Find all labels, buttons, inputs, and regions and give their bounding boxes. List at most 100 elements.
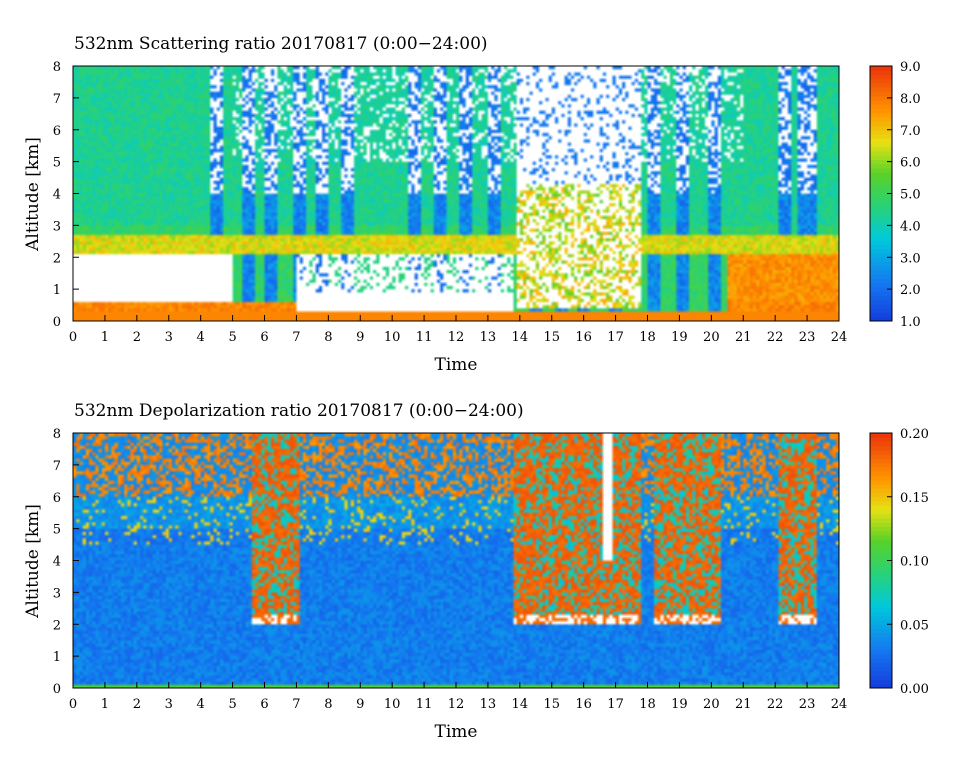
x-tick-label: 22 xyxy=(767,697,784,712)
colorbar-swatch xyxy=(870,193,892,199)
colorbar-tick-label: 6.0 xyxy=(900,156,921,171)
colorbar-swatch xyxy=(870,78,892,84)
y-tick-label: 3 xyxy=(53,219,61,234)
colorbar-swatch xyxy=(870,632,892,638)
colorbar-swatch xyxy=(870,74,892,80)
colorbar-swatch xyxy=(870,586,892,591)
x-tick-label: 8 xyxy=(324,697,332,712)
colorbar-swatch xyxy=(870,231,892,237)
colorbar-swatch xyxy=(870,577,892,583)
colorbar-swatch xyxy=(870,484,892,489)
colorbar-tick-label: 2.0 xyxy=(900,283,921,298)
colorbar-swatch xyxy=(870,564,892,570)
x-tick-label: 17 xyxy=(607,697,624,712)
colorbar-swatch xyxy=(870,282,892,288)
colorbar-swatch xyxy=(870,645,892,651)
y-axis-label: Altitude [km] xyxy=(23,137,43,252)
y-tick-label: 0 xyxy=(53,682,61,697)
colorbar-swatch xyxy=(870,112,892,118)
x-tick-label: 4 xyxy=(197,330,205,345)
colorbar-swatch xyxy=(870,615,892,621)
colorbar-tick-label: 1.0 xyxy=(900,315,921,330)
x-tick-label: 17 xyxy=(607,330,624,345)
colorbar-swatch xyxy=(870,658,892,663)
x-tick-label: 19 xyxy=(671,330,688,345)
colorbar-swatch xyxy=(870,492,892,498)
colorbar-swatch xyxy=(870,206,892,211)
colorbar-swatch xyxy=(870,197,892,203)
colorbar-swatch xyxy=(870,138,892,143)
heatmap-field xyxy=(73,433,839,688)
colorbar-swatch xyxy=(870,624,892,629)
colorbar-swatch xyxy=(870,505,892,510)
colorbar-swatch xyxy=(870,219,892,224)
colorbar-swatch xyxy=(870,462,892,468)
colorbar-swatch xyxy=(870,611,892,617)
y-tick-label: 5 xyxy=(53,523,61,538)
x-tick-label: 2 xyxy=(133,697,141,712)
colorbar-swatch xyxy=(870,666,892,672)
colorbar-tick-label: 0.15 xyxy=(900,491,929,506)
colorbar-swatch xyxy=(870,304,892,309)
colorbar-swatch xyxy=(870,662,892,668)
scattering-ratio-panel: 532nm Scattering ratio 20170817 (0:00−24… xyxy=(23,34,921,375)
colorbar-swatch xyxy=(870,683,892,689)
colorbar-swatch xyxy=(870,649,892,655)
colorbar-tick-label: 8.0 xyxy=(900,92,921,107)
colorbar-swatch xyxy=(870,295,892,301)
x-tick-label: 21 xyxy=(735,330,752,345)
colorbar-tick-label: 0.05 xyxy=(900,618,929,633)
colorbar-swatch xyxy=(870,210,892,216)
colorbar-swatch xyxy=(870,172,892,177)
x-tick-label: 8 xyxy=(324,330,332,345)
colorbar-swatch xyxy=(870,316,892,322)
colorbar-swatch xyxy=(870,594,892,600)
colorbar-swatch xyxy=(870,155,892,160)
x-tick-label: 3 xyxy=(165,330,173,345)
colorbar-swatch xyxy=(870,202,892,207)
x-tick-label: 11 xyxy=(416,697,433,712)
y-tick-label: 7 xyxy=(53,92,61,107)
colorbar-swatch xyxy=(870,95,892,101)
colorbar-swatch xyxy=(870,522,892,527)
colorbar-swatch xyxy=(870,168,892,173)
x-tick-label: 5 xyxy=(228,697,236,712)
x-tick-label: 18 xyxy=(639,697,656,712)
colorbar-swatch xyxy=(870,214,892,220)
colorbar-swatch xyxy=(870,471,892,476)
colorbar-swatch xyxy=(870,87,892,92)
colorbar-swatch xyxy=(870,274,892,279)
colorbar-swatch xyxy=(870,125,892,131)
x-tick-label: 2 xyxy=(133,330,141,345)
colorbar-swatch xyxy=(870,679,892,685)
colorbar-tick-label: 0.10 xyxy=(900,555,929,570)
colorbar-swatch xyxy=(870,450,892,455)
depolarization-ratio-panel: 532nm Depolarization ratio 20170817 (0:0… xyxy=(23,401,929,742)
colorbar-swatch xyxy=(870,189,892,194)
colorbar-swatch xyxy=(870,581,892,587)
x-tick-label: 14 xyxy=(512,697,529,712)
colorbar-swatch xyxy=(870,70,892,75)
y-tick-label: 0 xyxy=(53,315,61,330)
colorbar-swatch xyxy=(870,299,892,305)
x-tick-label: 6 xyxy=(260,330,268,345)
colorbar-swatch xyxy=(870,433,892,438)
colorbar-swatch xyxy=(870,620,892,625)
colorbar-swatch xyxy=(870,675,892,680)
x-tick-label: 15 xyxy=(543,330,560,345)
x-tick-label: 19 xyxy=(671,697,688,712)
colorbar-swatch xyxy=(870,479,892,485)
colorbar-swatch xyxy=(870,556,892,561)
colorbar-swatch xyxy=(870,560,892,566)
colorbar-tick-label: 4.0 xyxy=(900,219,921,234)
x-tick-label: 16 xyxy=(575,330,592,345)
colorbar-swatch xyxy=(870,441,892,447)
x-tick-label: 20 xyxy=(703,697,720,712)
colorbar-swatch xyxy=(870,654,892,659)
x-tick-label: 12 xyxy=(448,330,465,345)
colorbar-swatch xyxy=(870,509,892,515)
x-tick-label: 1 xyxy=(101,330,109,345)
colorbar-swatch xyxy=(870,129,892,135)
colorbar-swatch xyxy=(870,163,892,169)
x-axis: 0 1 2 3 4 5 6 7 8 9 10 11 12 13 14 15 16 17 18 19 20 21 22 23 24 xyxy=(69,682,847,712)
